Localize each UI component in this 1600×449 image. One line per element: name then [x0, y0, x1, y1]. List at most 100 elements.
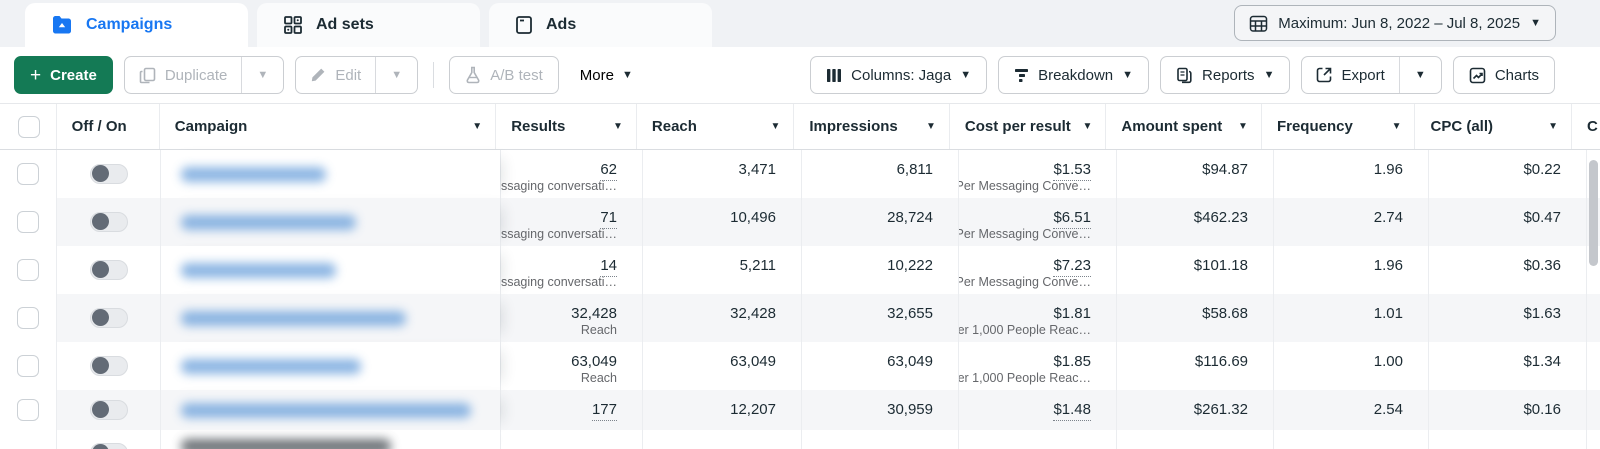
campaign-toggle[interactable]	[89, 356, 128, 376]
row-checkbox[interactable]	[17, 211, 39, 233]
duplicate-button[interactable]: Duplicate	[125, 57, 242, 93]
breakdown-button[interactable]: Breakdown ▼	[998, 56, 1150, 94]
value-cpc: $0.22	[1523, 161, 1561, 178]
column-header-reach[interactable]: Reach ▼	[635, 104, 794, 149]
campaign-toggle[interactable]	[89, 164, 128, 184]
sub-label-results: Messaging conversati…	[500, 227, 617, 241]
cell-next-partial	[1586, 430, 1600, 449]
tab-ads-label: Ads	[546, 16, 577, 33]
value-results[interactable]: 71	[600, 207, 617, 229]
table-row	[0, 430, 1600, 449]
column-header-spent[interactable]: Amount spent ▼	[1105, 104, 1261, 149]
campaign-name-blurred[interactable]	[181, 402, 471, 418]
value-frequency: 2.74	[1373, 209, 1403, 226]
sort-caret-icon: ▼	[472, 120, 483, 132]
campaign-name-blurred[interactable]	[181, 262, 336, 278]
campaign-name-blurred[interactable]	[181, 358, 361, 374]
create-button[interactable]: + Create	[14, 56, 113, 94]
edit-split-button: Edit ▼	[295, 56, 419, 94]
value-spent: $261.32	[1193, 401, 1248, 418]
row-checkbox[interactable]	[17, 259, 39, 281]
row-checkbox[interactable]	[17, 399, 39, 421]
edit-button[interactable]: Edit	[296, 57, 375, 93]
sub-label-results: Messaging conversati…	[500, 179, 617, 193]
cell-results: 62Messaging conversati…	[500, 150, 642, 198]
edit-dropdown-arrow[interactable]: ▼	[375, 57, 417, 93]
campaign-name-cell	[160, 390, 500, 430]
row-checkbox[interactable]	[17, 307, 39, 329]
value-spent: $116.69	[1194, 353, 1248, 370]
date-range-selector[interactable]: Maximum: Jun 8, 2022 – Jul 8, 2025 ▼	[1234, 5, 1556, 41]
column-header-label: CPC (all)	[1430, 118, 1493, 135]
value-spent: $58.68	[1202, 305, 1248, 322]
value-cost[interactable]: $1.48	[1053, 399, 1091, 421]
cell-cpc	[1428, 430, 1586, 449]
sort-caret-icon: ▼	[1082, 120, 1093, 132]
campaign-toggle[interactable]	[89, 400, 128, 420]
campaign-name-blurred[interactable]	[181, 310, 406, 326]
vertical-scrollbar-thumb[interactable]	[1589, 160, 1598, 266]
tab-ads[interactable]: Ads	[489, 3, 712, 47]
campaign-toggle[interactable]	[89, 308, 128, 328]
more-button[interactable]: More ▼	[570, 67, 643, 84]
cell-spent: $116.69	[1116, 342, 1273, 390]
campaign-name-blurred[interactable]	[181, 214, 356, 230]
table-row: 14Messaging conversati… 5,211 10,222 $7.23P…	[0, 246, 1600, 294]
tab-campaigns[interactable]: Campaigns	[25, 3, 248, 47]
toggle-knob	[91, 309, 109, 326]
campaign-toggle[interactable]	[89, 442, 128, 449]
chevron-down-icon: ▼	[1122, 68, 1134, 81]
campaign-name-blurred[interactable]	[181, 166, 326, 182]
cell-cpc: $0.36	[1428, 246, 1586, 294]
cell-impressions: 28,724	[801, 198, 958, 246]
cell-cost: $1.81 Per 1,000 People Reac…	[958, 294, 1116, 342]
columns-button-label: Columns: Jaga	[851, 66, 952, 84]
column-header-impressions[interactable]: Impressions ▼	[793, 104, 949, 149]
charts-button[interactable]: Charts	[1452, 56, 1555, 94]
row-checkbox[interactable]	[17, 355, 39, 377]
value-cost[interactable]: $1.53	[1053, 159, 1091, 181]
cell-reach: 5,211	[642, 246, 801, 294]
column-header-cost[interactable]: Cost per result ▼	[948, 104, 1106, 149]
sub-label-cost: Per 1,000 People Reac…	[958, 323, 1091, 337]
column-header-campaign[interactable]: Campaign ▼	[158, 104, 495, 149]
calendar-icon	[1249, 14, 1268, 33]
value-impressions: 30,959	[887, 401, 933, 418]
export-button[interactable]: Export	[1302, 57, 1398, 93]
value-results[interactable]: 62	[600, 159, 617, 181]
cell-reach: 10,496	[642, 198, 801, 246]
value-results[interactable]: 14	[600, 255, 617, 277]
row-checkbox[interactable]	[17, 163, 39, 185]
duplicate-dropdown-arrow[interactable]: ▼	[241, 57, 283, 93]
ab-test-button-label: A/B test	[490, 66, 543, 84]
campaign-toggle[interactable]	[89, 212, 128, 232]
sub-label-results: Messaging conversati…	[500, 275, 617, 289]
row-checkbox-cell	[0, 294, 56, 342]
cell-cpc: $0.22	[1428, 150, 1586, 198]
tab-ad-sets[interactable]: Ad sets	[257, 3, 480, 47]
row-toggle-cell	[56, 198, 160, 246]
column-header-results[interactable]: Results ▼	[495, 104, 636, 149]
export-dropdown-arrow[interactable]: ▼	[1398, 57, 1441, 93]
column-header-frequency[interactable]: Frequency ▼	[1260, 104, 1415, 149]
columns-button[interactable]: Columns: Jaga ▼	[810, 56, 988, 94]
reports-button[interactable]: Reports ▼	[1160, 56, 1291, 94]
ab-test-button[interactable]: A/B test	[449, 56, 559, 94]
value-results[interactable]: 177	[591, 399, 617, 421]
value-spent: $462.23	[1193, 209, 1248, 226]
value-cost[interactable]: $7.23	[1053, 255, 1091, 277]
campaign-toggle[interactable]	[89, 260, 128, 280]
value-impressions: 6,811	[896, 161, 933, 178]
ad-sets-grid-icon	[283, 15, 303, 35]
toggle-knob	[91, 401, 109, 418]
value-reach: 3,471	[738, 161, 776, 178]
campaign-name-cell	[160, 150, 500, 198]
cell-impressions: 30,959	[801, 390, 958, 430]
select-all-checkbox[interactable]	[17, 115, 40, 138]
value-cost[interactable]: $6.51	[1053, 207, 1091, 229]
duplicate-button-label: Duplicate	[164, 66, 228, 84]
column-header-cpc[interactable]: CPC (all) ▼	[1414, 104, 1571, 149]
value-frequency: 1.00	[1373, 353, 1403, 370]
row-toggle-cell	[56, 294, 160, 342]
campaign-name-blurred[interactable]	[181, 439, 391, 449]
